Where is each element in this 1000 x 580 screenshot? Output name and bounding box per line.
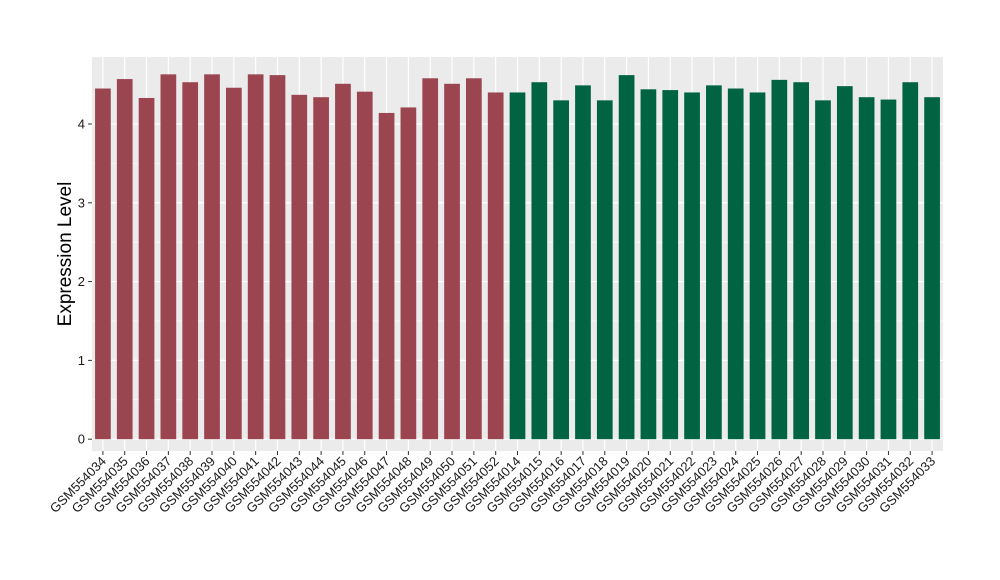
bar-GSM554023 bbox=[706, 85, 722, 440]
bar-GSM554039 bbox=[204, 74, 220, 440]
bar-GSM554031 bbox=[880, 99, 897, 440]
y-axis: 0 1 2 3 4 bbox=[78, 116, 92, 447]
bar-GSM554033 bbox=[924, 97, 940, 440]
bar-GSM554051 bbox=[466, 78, 482, 440]
bar-GSM554041 bbox=[247, 74, 264, 440]
y-tick-label: 1 bbox=[78, 353, 85, 368]
bar-GSM554034 bbox=[95, 88, 111, 440]
bar-GSM554018 bbox=[596, 100, 613, 440]
bar-GSM554046 bbox=[356, 91, 373, 440]
bar-GSM554032 bbox=[902, 82, 919, 440]
y-tick-label: 3 bbox=[78, 195, 85, 210]
bar-GSM554029 bbox=[836, 86, 853, 440]
bar-GSM554015 bbox=[531, 82, 548, 440]
bar-GSM554048 bbox=[400, 107, 417, 440]
bar-GSM554038 bbox=[182, 82, 199, 440]
y-axis-title: Expression Level bbox=[55, 182, 76, 327]
bar-GSM554017 bbox=[575, 85, 591, 440]
y-tick-label: 4 bbox=[78, 116, 85, 131]
bar-GSM554016 bbox=[553, 100, 569, 440]
bars bbox=[95, 74, 940, 440]
bar-GSM554045 bbox=[335, 83, 351, 440]
bar-GSM554026 bbox=[771, 79, 788, 440]
y-tick-label: 2 bbox=[78, 274, 85, 289]
bar-GSM554030 bbox=[858, 97, 875, 440]
bar-GSM554049 bbox=[422, 78, 439, 440]
bar-GSM554052 bbox=[487, 92, 504, 440]
bar-GSM554014 bbox=[509, 92, 526, 440]
bar-GSM554020 bbox=[640, 89, 657, 440]
bar-GSM554050 bbox=[444, 83, 460, 440]
bar-GSM554022 bbox=[684, 92, 700, 440]
bar-GSM554040 bbox=[225, 87, 242, 440]
bar-GSM554019 bbox=[618, 75, 635, 440]
y-tick-label: 0 bbox=[78, 432, 85, 447]
bar-GSM554037 bbox=[160, 74, 177, 440]
bar-GSM554042 bbox=[269, 75, 286, 440]
bar-GSM554043 bbox=[291, 94, 308, 440]
bar-GSM554027 bbox=[793, 82, 810, 440]
x-axis: GSM554034GSM554035GSM554036GSM554037GSM5… bbox=[47, 451, 938, 516]
bar-GSM554021 bbox=[662, 90, 679, 440]
bar-GSM554035 bbox=[116, 79, 133, 440]
bar-GSM554024 bbox=[727, 88, 744, 440]
bar-GSM554044 bbox=[313, 97, 329, 440]
bar-GSM554028 bbox=[815, 100, 831, 440]
bar-GSM554036 bbox=[138, 97, 155, 440]
bar-GSM554047 bbox=[378, 112, 395, 440]
bar-GSM554025 bbox=[749, 92, 766, 440]
